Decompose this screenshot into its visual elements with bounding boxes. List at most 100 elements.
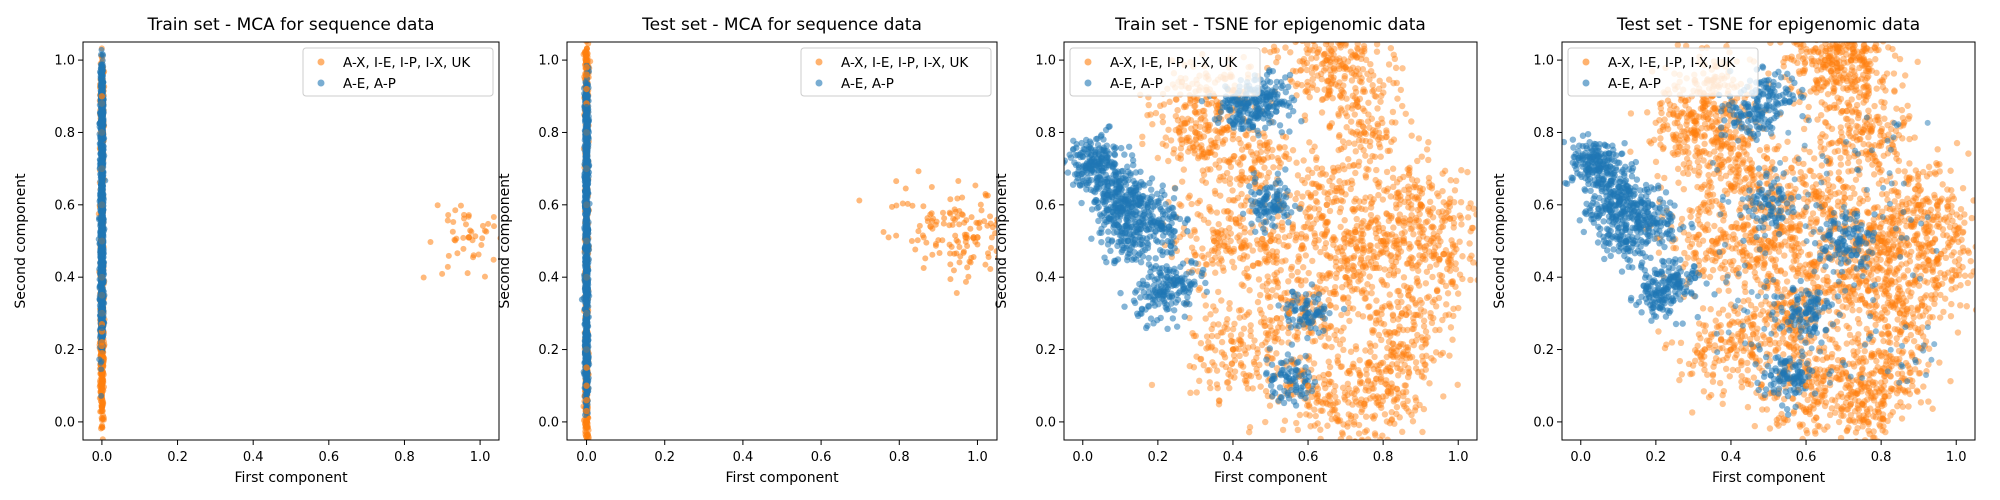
scatter-cloud-point <box>582 258 589 265</box>
scatter-cloud-point <box>1456 212 1463 219</box>
scatter-cloud-point <box>1203 154 1211 161</box>
scatter-cloud-point <box>1422 336 1429 343</box>
scatter-cloud-point <box>1356 78 1364 85</box>
scatter-cloud-point <box>1343 260 1351 267</box>
scatter-cloud-point <box>1247 327 1254 335</box>
scatter-cloud-point <box>1318 183 1325 191</box>
scatter-cloud-point <box>1360 198 1368 205</box>
scatter-cloud-point <box>584 207 591 214</box>
scatter-cloud-point <box>1425 174 1433 182</box>
scatter-cloud-point <box>1379 224 1387 232</box>
scatter-cloud-point <box>1264 142 1271 149</box>
scatter-cloud-point <box>1373 253 1381 261</box>
scatter-cloud-point <box>582 135 589 142</box>
scatter-cloud-point <box>1317 426 1324 433</box>
scatter-cloud-point <box>1459 253 1466 260</box>
scatter-cloud-point <box>1336 42 1344 45</box>
scatter-cloud-point <box>1326 393 1333 400</box>
scatter-cloud-point <box>1412 301 1420 308</box>
scatter-cloud-point <box>1274 279 1282 287</box>
scatter-cloud-point <box>1360 286 1367 293</box>
scatter-cloud-point <box>1386 147 1394 154</box>
scatter-cloud-point <box>1211 151 1219 158</box>
scatter-cloud-point <box>1314 392 1321 400</box>
scatter-cloud-point <box>1374 398 1382 406</box>
scatter-cloud-point <box>958 211 965 218</box>
scatter-cloud-point <box>1220 351 1228 358</box>
scatter-cloud-point <box>1305 166 1312 173</box>
scatter-cloud-point <box>1377 375 1384 383</box>
scatter-cloud-point <box>1405 288 1412 295</box>
scatter-cloud-point <box>1352 88 1360 96</box>
scatter-point-negative-13 <box>98 100 106 107</box>
scatter-cloud-point <box>1394 267 1402 275</box>
scatter-cloud-point <box>1186 362 1193 370</box>
scatter-cloud-point <box>1358 79 1365 86</box>
scatter-cloud-point <box>1329 55 1336 62</box>
scatter-cloud-point <box>1354 65 1362 72</box>
scatter-cloud-point <box>1174 117 1182 124</box>
scatter-cloud-point <box>1433 287 1441 295</box>
scatter-cloud-point <box>1362 172 1369 179</box>
scatter-cloud-point <box>1332 304 1340 311</box>
scatter-cloud-point <box>1330 64 1338 72</box>
scatter-cloud-point <box>460 245 467 252</box>
scatter-cloud-point <box>1264 292 1272 300</box>
scatter-cloud-point <box>1369 326 1376 334</box>
scatter-cloud-point <box>1361 88 1368 95</box>
scatter-cloud-point <box>1207 166 1214 173</box>
scatter-cloud-point <box>1378 404 1385 411</box>
scatter-cloud-point <box>1400 326 1407 334</box>
scatter-cloud-point <box>1359 463 1365 469</box>
scatter-cloud-point <box>1281 417 1289 424</box>
scatter-cloud-point <box>1373 310 1381 317</box>
scatter-cloud-point <box>1378 336 1385 344</box>
scatter-cloud-point <box>1467 200 1474 207</box>
scatter-cloud-point <box>1442 247 1450 254</box>
scatter-cloud-point <box>1327 254 1334 262</box>
scatter-cloud-point <box>1377 153 1384 160</box>
scatter-cloud-point <box>974 241 981 248</box>
scatter-cloud-point <box>1204 127 1211 135</box>
scatter-cloud-point <box>1238 243 1245 250</box>
scatter-cloud-point <box>1381 266 1388 273</box>
scatter-cloud-point <box>445 212 452 219</box>
scatter-cloud-point <box>1325 45 1333 52</box>
scatter-cloud-point <box>1333 245 1341 252</box>
scatter-cloud-point <box>490 214 497 221</box>
scatter-cloud-point <box>1379 359 1387 366</box>
scatter-cloud-point <box>949 221 956 228</box>
scatter-cloud-point <box>1423 146 1431 153</box>
x-tick-label: 0.2 <box>167 450 188 465</box>
scatter-cloud-point <box>965 273 972 280</box>
scatter-cloud-point <box>1297 277 1305 284</box>
scatter-point-negative-7 <box>98 201 106 209</box>
scatter-cloud-point <box>1206 366 1213 374</box>
scatter-cloud-point <box>1395 343 1402 350</box>
scatter-point-negative-4 <box>98 255 106 263</box>
scatter-cloud-point <box>1324 400 1331 408</box>
scatter-cloud-point <box>1205 344 1212 351</box>
scatter-cloud-point <box>1303 66 1311 74</box>
scatter-cloud-point <box>1260 156 1268 164</box>
scatter-cloud-point <box>1319 400 1327 407</box>
scatter-cloud-point <box>1378 310 1385 318</box>
scatter-cloud-point <box>1366 242 1374 249</box>
scatter-cloud-point <box>1157 102 1164 110</box>
scatter-cloud-point <box>1263 280 1271 287</box>
scatter-cloud-point <box>1311 230 1318 237</box>
scatter-cloud-point <box>1364 222 1371 230</box>
scatter-cloud-point <box>1347 415 1355 422</box>
scatter-cloud-point <box>1338 107 1345 114</box>
scatter-cloud-point <box>583 152 590 159</box>
scatter-cloud-point <box>1247 148 1255 156</box>
scatter-cloud-point <box>1213 228 1220 236</box>
scatter-cloud-point <box>1221 136 1229 144</box>
scatter-cloud-point <box>1320 67 1328 74</box>
scatter-cloud-point <box>885 234 892 241</box>
scatter-cloud-point <box>1192 123 1199 131</box>
scatter-cloud-point <box>1228 249 1235 256</box>
scatter-cloud-point <box>1393 352 1400 359</box>
scatter-cloud-point <box>1380 321 1388 328</box>
scatter-cloud-point <box>1330 233 1337 241</box>
